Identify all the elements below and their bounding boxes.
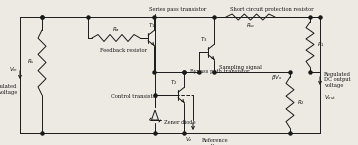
Text: $T_2$: $T_2$ xyxy=(170,79,178,87)
Text: Short circuit protection resistor: Short circuit protection resistor xyxy=(230,8,314,12)
Polygon shape xyxy=(151,110,159,120)
Text: Control transistor: Control transistor xyxy=(111,94,159,98)
Text: $R_a$: $R_a$ xyxy=(112,26,120,35)
Text: Bypass path transistor: Bypass path transistor xyxy=(190,69,250,75)
Text: $V_{out}$: $V_{out}$ xyxy=(324,94,336,103)
Text: $R_2$: $R_2$ xyxy=(297,98,305,107)
Text: Zener diode: Zener diode xyxy=(164,120,196,126)
Text: Reference
voltage: Reference voltage xyxy=(202,138,228,145)
Text: $R_{sc}$: $R_{sc}$ xyxy=(246,22,256,30)
Text: Series pass transistor: Series pass transistor xyxy=(149,8,207,12)
Text: Unregulated
voltage: Unregulated voltage xyxy=(0,84,17,95)
Text: $V_z$: $V_z$ xyxy=(185,136,193,144)
Text: Sampling signal: Sampling signal xyxy=(219,65,261,69)
Text: Regulated
DC output
voltage: Regulated DC output voltage xyxy=(324,72,351,88)
Text: $T_3$: $T_3$ xyxy=(200,36,208,45)
Text: $\beta V_o$: $\beta V_o$ xyxy=(271,72,282,81)
Text: $R_1$: $R_1$ xyxy=(317,40,325,49)
Text: Feedback resistor: Feedback resistor xyxy=(101,48,147,52)
Text: $V_{in}$: $V_{in}$ xyxy=(9,66,18,74)
Text: $R_s$: $R_s$ xyxy=(27,58,35,66)
Text: $T_1$: $T_1$ xyxy=(148,22,156,30)
